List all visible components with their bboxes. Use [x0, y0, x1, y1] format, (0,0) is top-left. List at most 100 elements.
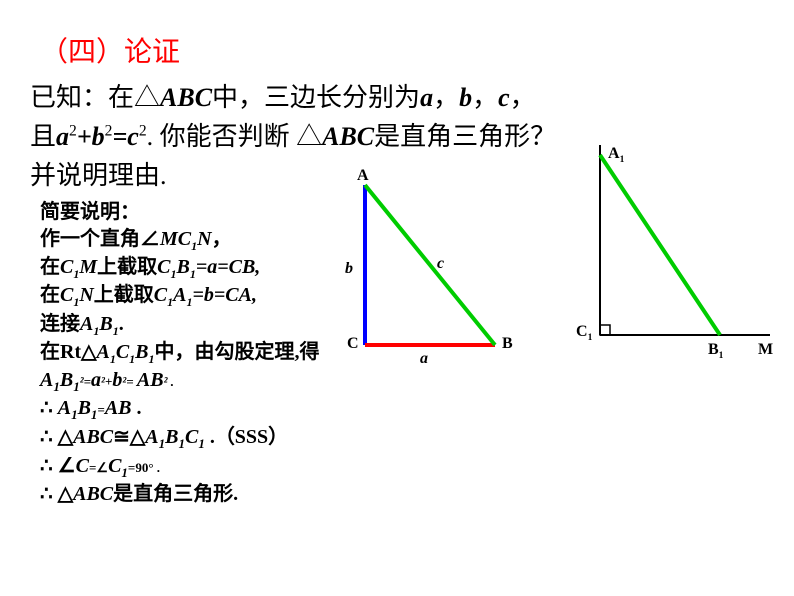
hypotenuse [600, 155, 720, 335]
vertex-c-label: C [347, 335, 359, 353]
triangle-abc-diagram: A B C a b c [335, 175, 535, 375]
t: . 你能否判断 △ [147, 122, 323, 151]
right-angle-icon [600, 325, 610, 335]
t: C [576, 323, 588, 340]
vertex-a-label: A [357, 167, 369, 185]
t: 并说明理由. [30, 161, 167, 190]
t: A [608, 145, 620, 162]
t: = [112, 122, 127, 151]
side-c-label: c [437, 255, 444, 273]
side-c [365, 185, 495, 345]
t: 2 [139, 122, 147, 139]
t: 中，由勾股定理,得 [155, 341, 320, 363]
t: C [116, 341, 129, 363]
t: 1 [719, 350, 724, 361]
t: B [60, 369, 73, 391]
t: ABC [160, 83, 212, 112]
point-m-label: M [758, 341, 773, 359]
t: ²= [122, 374, 137, 389]
t: ∴ △ [40, 426, 73, 448]
t: + [77, 122, 92, 151]
proof-line: ∴ ∠C=∠C1=90° . [40, 453, 794, 482]
t: ABC [73, 426, 113, 448]
t: . [119, 313, 124, 335]
t: a [91, 369, 101, 391]
construction-diagram: A1 C1 B1 M N [580, 145, 780, 365]
t: A [58, 397, 71, 419]
t: C [154, 284, 167, 306]
t: 在 [40, 284, 60, 306]
t: 是直角三角形？ [374, 122, 556, 151]
side-b-label: b [345, 260, 353, 278]
t: AB [137, 369, 164, 391]
t: ∴ △ [40, 483, 73, 505]
t: N [197, 228, 211, 250]
t: A [173, 284, 186, 306]
t: b [459, 83, 472, 112]
t: =∠ [89, 460, 108, 475]
t: A [40, 369, 53, 391]
proof-line: ∴ △ABC是直角三角形. [40, 481, 794, 508]
t: .（SSS） [205, 426, 288, 448]
t: MC [160, 228, 191, 250]
t: 且 [30, 122, 56, 151]
construction-svg [580, 145, 780, 355]
t: 在Rt△ [40, 341, 96, 363]
t: A [96, 341, 109, 363]
t: M [79, 256, 97, 278]
t: A [80, 313, 93, 335]
t: C [60, 284, 73, 306]
t: ABC [322, 122, 374, 151]
t: 已知：在△ [30, 83, 160, 112]
vertex-c1-label: C1 [576, 323, 592, 343]
t: ， [510, 83, 536, 112]
vertex-b-label: B [502, 335, 513, 353]
proof-line: ∴ A1B1=AB . [40, 395, 794, 424]
t: C [157, 256, 170, 278]
t: c [127, 122, 139, 151]
t: a [56, 122, 69, 151]
t: ， [433, 83, 459, 112]
t: 作一个直角∠ [40, 228, 160, 250]
t: b [92, 122, 105, 151]
t: =b=CA, [192, 284, 256, 306]
t: ² . [164, 374, 174, 389]
t: 在 [40, 256, 60, 278]
side-a-label: a [420, 350, 428, 368]
t: 上截取 [97, 256, 157, 278]
t: ， [212, 228, 232, 250]
vertex-b1-label: B1 [708, 341, 723, 361]
t: B [135, 341, 148, 363]
t: C [76, 455, 89, 477]
t: . [132, 397, 142, 419]
t: 是直角三角形. [113, 483, 238, 505]
t: B [176, 256, 189, 278]
t: B [165, 426, 178, 448]
t: = [97, 402, 104, 417]
t: ∴ [40, 397, 58, 419]
t: 连接 [40, 313, 80, 335]
t: N [79, 284, 93, 306]
t: 中，三边长分别为 [212, 83, 420, 112]
t: ≅△ [113, 426, 145, 448]
t: ²+ [101, 374, 112, 389]
t: C [60, 256, 73, 278]
t: c [498, 83, 510, 112]
t: ABC [73, 483, 113, 505]
section-header: （四）论证 [0, 0, 794, 70]
t: 1 [588, 332, 593, 343]
vertex-a1-label: A1 [608, 145, 624, 165]
t: B [78, 397, 91, 419]
t: A [145, 426, 158, 448]
t: B [708, 341, 719, 358]
t: 2 [69, 122, 77, 139]
t: =a=CB, [196, 256, 260, 278]
t: C [185, 426, 198, 448]
t: ∴ ∠ [40, 455, 76, 477]
t: B [99, 313, 112, 335]
proof-line: ∴ △ABC≅△A1B1C1 .（SSS） [40, 424, 794, 453]
t: b [112, 369, 122, 391]
t: =90° . [128, 460, 160, 475]
t: 上截取 [94, 284, 154, 306]
t: ²= [80, 374, 91, 389]
